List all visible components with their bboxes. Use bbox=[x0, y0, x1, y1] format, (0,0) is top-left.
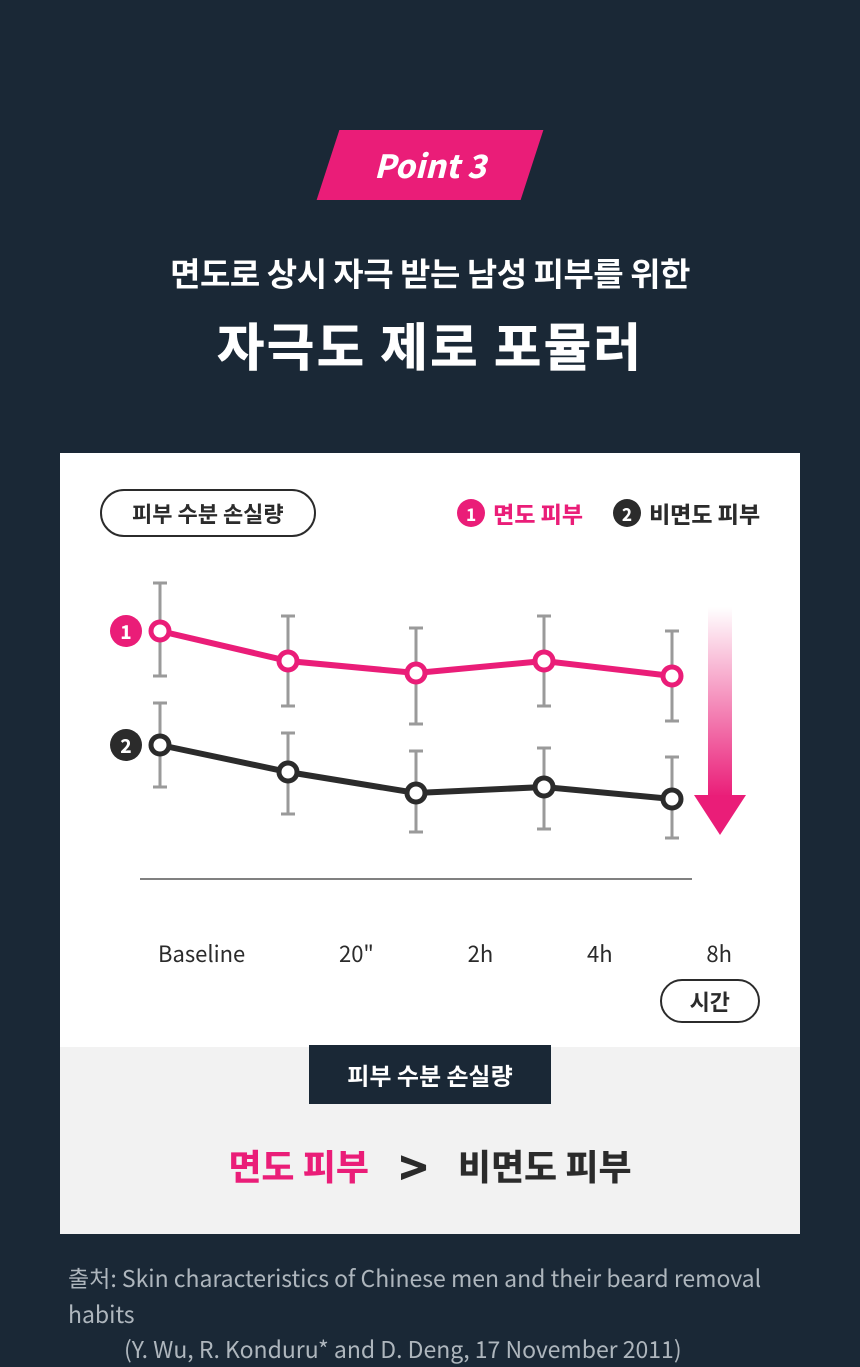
x-tick-label: 20" bbox=[339, 937, 374, 969]
source-prefix: 출처: bbox=[68, 1260, 122, 1294]
line-chart-svg bbox=[100, 567, 760, 887]
chart-legend: 피부 수분 손실량 1 면도 피부 2 비면도 피부 bbox=[100, 489, 760, 537]
series-badge: 1 bbox=[110, 615, 142, 647]
strip-title: 피부 수분 손실량 bbox=[309, 1045, 550, 1104]
chart-plot: 12 bbox=[100, 567, 760, 917]
compare-right: 비면도 피부 bbox=[458, 1139, 632, 1191]
section-badge: Point 3 bbox=[317, 130, 544, 200]
source-citation: 출처: Skin characteristics of Chinese men … bbox=[0, 1234, 860, 1367]
series-badge: 2 bbox=[110, 729, 142, 761]
heading-line2: 자극도 제로 포뮬러 bbox=[0, 306, 860, 381]
x-tick-label: Baseline bbox=[158, 937, 245, 969]
legend-item-1: 1 면도 피부 bbox=[457, 496, 583, 530]
x-axis-label-pill: 시간 bbox=[660, 979, 760, 1023]
chart-card: 피부 수분 손실량 1 면도 피부 2 비면도 피부 12 Baseline20… bbox=[60, 453, 800, 1234]
greater-than-icon: > bbox=[399, 1130, 428, 1200]
legend-label-1: 면도 피부 bbox=[493, 496, 583, 530]
x-axis-labels: Baseline 20" 2h 4h 8h bbox=[100, 937, 760, 969]
source-line1: Skin characteristics of Chinese men and … bbox=[68, 1260, 761, 1330]
page-heading: 면도로 상시 자극 받는 남성 피부를 위한 자극도 제로 포뮬러 bbox=[0, 248, 860, 381]
x-tick-label: 8h bbox=[706, 937, 732, 969]
comparison-strip: 피부 수분 손실량 면도 피부 > 비면도 피부 bbox=[60, 1047, 800, 1234]
x-tick-label: 2h bbox=[468, 937, 494, 969]
legend-badge-1: 1 bbox=[457, 499, 485, 527]
legend-item-2: 2 비면도 피부 bbox=[613, 496, 760, 530]
x-tick-label: 4h bbox=[587, 937, 613, 969]
source-line2: (Y. Wu, R. Konduru* and D. Deng, 17 Nove… bbox=[68, 1331, 682, 1367]
heading-line1: 면도로 상시 자극 받는 남성 피부를 위한 bbox=[0, 248, 860, 296]
compare-left: 면도 피부 bbox=[228, 1139, 369, 1191]
section-badge-label: Point 3 bbox=[374, 142, 486, 188]
chart-title-pill: 피부 수분 손실량 bbox=[100, 489, 316, 537]
legend-label-2: 비면도 피부 bbox=[649, 496, 760, 530]
legend-badge-2: 2 bbox=[613, 499, 641, 527]
